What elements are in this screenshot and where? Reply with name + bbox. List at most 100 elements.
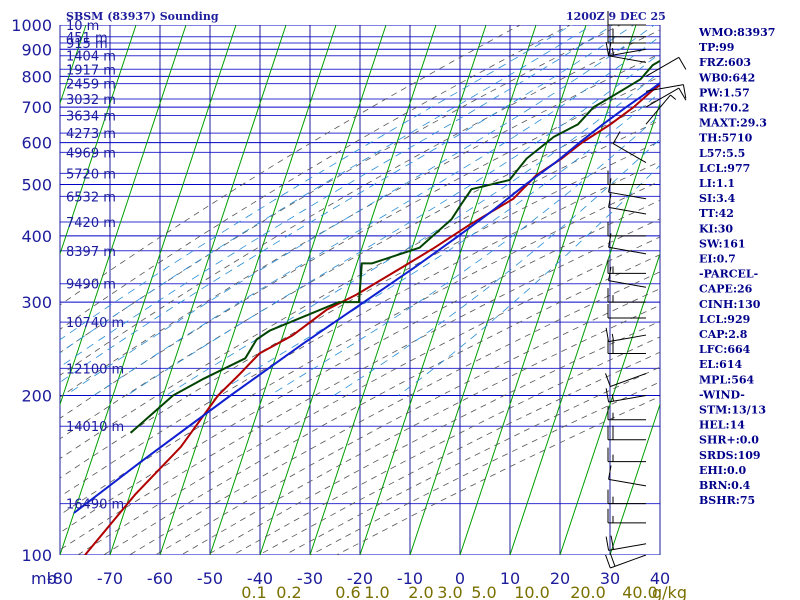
index-text: FRZ:603 xyxy=(699,56,751,69)
moist-adiabat-line xyxy=(60,25,593,354)
index-text: WMO:83937 xyxy=(698,26,775,39)
wind-barb-flag xyxy=(608,465,612,480)
moist-adiabat-line xyxy=(269,114,660,396)
moist-adiabat-line xyxy=(60,25,635,383)
pressure-tick-label: 800 xyxy=(21,67,52,86)
pressure-unit-label: mb xyxy=(31,569,57,588)
wind-barb xyxy=(607,489,646,505)
wind-barb-shaft xyxy=(608,48,647,57)
index-text: L57:5.5 xyxy=(699,147,745,160)
temperature-tick-label: -20 xyxy=(347,569,373,588)
wind-barb xyxy=(605,388,647,403)
index-text: SHR+:0.0 xyxy=(699,434,759,447)
wind-barb xyxy=(608,233,647,255)
pressure-tick-label: 700 xyxy=(21,98,52,117)
wind-barb-flag xyxy=(605,41,610,56)
index-text: -PARCEL- xyxy=(699,268,758,281)
pressure-tick-label: 400 xyxy=(21,227,52,246)
height-label: 6532 m xyxy=(66,190,116,205)
index-text: MAXT:29.3 xyxy=(699,117,767,130)
mixing-ratio-label: 2.0 xyxy=(408,583,433,600)
height-label: 12100 m xyxy=(66,362,124,377)
isotherm-line xyxy=(259,25,437,555)
wind-barb xyxy=(607,259,646,274)
wind-barb-flag xyxy=(611,48,614,56)
moist-adiabat-line xyxy=(126,52,660,396)
wind-barb-shaft xyxy=(608,246,647,255)
index-text: LCL:977 xyxy=(699,162,750,175)
dry-adiabat-line xyxy=(60,199,660,534)
wind-barb-flag xyxy=(608,233,612,248)
wind-barb-shaft xyxy=(645,87,680,108)
isotherm-line xyxy=(459,25,637,555)
index-text: RH:70.2 xyxy=(699,102,749,115)
mixing-ratio-label: 40.0 xyxy=(622,583,658,600)
dry-adiabat-line xyxy=(180,304,660,555)
dry-adiabat-line xyxy=(60,53,660,398)
wind-barb xyxy=(608,178,647,200)
isotherm-line xyxy=(109,25,287,555)
wind-barb-flag xyxy=(610,535,614,550)
height-label: 10740 m xyxy=(66,316,124,331)
index-text: KI:30 xyxy=(699,222,733,235)
temperature-tick-label: -60 xyxy=(147,569,173,588)
index-text: CAPE:26 xyxy=(699,283,753,296)
index-text: BSHR:75 xyxy=(699,494,755,507)
wind-barb xyxy=(612,131,647,164)
mixing-ratio-unit: g/kg xyxy=(652,583,687,600)
wind-barb xyxy=(607,288,646,303)
wind-barb xyxy=(608,465,647,487)
isotherm-line xyxy=(309,25,487,555)
wind-barb xyxy=(607,508,646,524)
height-label: 3032 m xyxy=(66,93,116,108)
wind-barb xyxy=(605,552,647,569)
dewpoint-series xyxy=(129,59,660,434)
dry-adiabat-line xyxy=(60,29,660,376)
wind-barb xyxy=(608,41,647,63)
index-text: EHI:0.0 xyxy=(699,464,746,477)
mixing-ratio-label: 3.0 xyxy=(437,583,462,600)
wind-barb-flag xyxy=(670,94,677,100)
index-text: LCL:929 xyxy=(699,313,750,326)
temperature-tick-label: 30 xyxy=(600,569,620,588)
height-label: 10 m xyxy=(66,19,99,34)
temperature-series xyxy=(84,83,660,555)
pressure-tick-label: 900 xyxy=(21,40,52,59)
dry-adiabat-line xyxy=(60,25,572,330)
moist-adiabat-line xyxy=(212,91,660,396)
wind-barb-shaft xyxy=(645,94,671,125)
wind-barb xyxy=(607,304,646,319)
pressure-tick-label: 100 xyxy=(21,546,52,565)
profile-series xyxy=(73,59,660,555)
temperature-tick-label: 40 xyxy=(650,569,670,588)
isotherm-line xyxy=(60,25,137,256)
wind-barb xyxy=(607,447,646,463)
mixing-ratio-label: 1.0 xyxy=(364,583,389,600)
dry-adiabat-line xyxy=(155,288,660,555)
index-text: SRDS:109 xyxy=(699,449,761,462)
wind-barb-column xyxy=(605,11,687,569)
index-text: LI:1.1 xyxy=(699,177,735,190)
isotherm-line xyxy=(209,25,387,555)
mixing-ratio-label: 0.6 xyxy=(335,583,360,600)
height-label: 451 m xyxy=(66,31,108,46)
chart-title: SBSM (83937) Sounding xyxy=(66,10,219,23)
height-label: 14010 m xyxy=(66,420,124,435)
parcel-series xyxy=(73,81,660,514)
indices-panel: WMO:83937 TP:99 FRZ:603 WB0:642 PW:1.57 RH:70… xyxy=(698,26,775,507)
index-text: TH:5710 xyxy=(699,132,753,145)
index-text: SI:3.4 xyxy=(699,192,736,205)
moist-adiabat-line xyxy=(398,164,660,396)
wind-barb-shaft xyxy=(645,56,680,77)
isotherm-line xyxy=(60,25,237,555)
pressure-tick-label: 1000 xyxy=(11,16,52,35)
height-label: 16490 m xyxy=(66,498,124,513)
isotherm-line xyxy=(509,101,660,555)
moist-adiabat-line xyxy=(60,25,614,368)
wind-barb xyxy=(605,41,647,57)
pressure-tick-label: 300 xyxy=(21,293,52,312)
wind-barb xyxy=(607,11,646,26)
index-text: PW:1.57 xyxy=(699,86,750,99)
height-label: 4273 m xyxy=(66,127,116,142)
temperature-tick-label: -30 xyxy=(297,569,323,588)
